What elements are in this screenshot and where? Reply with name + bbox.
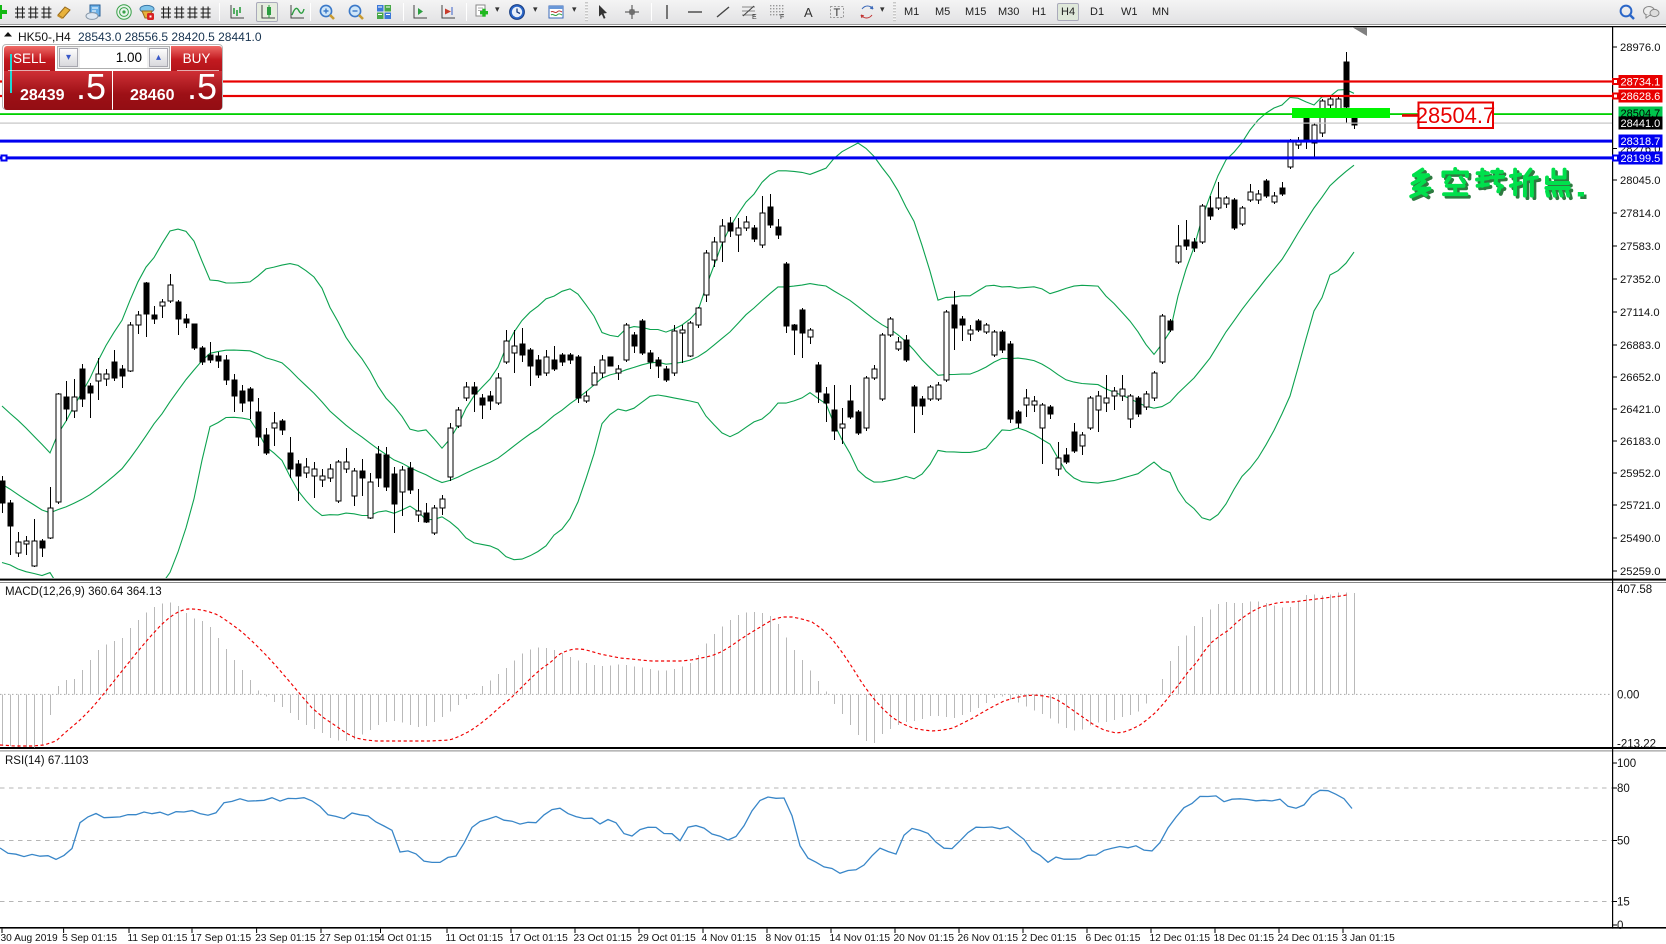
svg-text:17 Sep 01:15: 17 Sep 01:15 [191,933,252,944]
svg-text:28543.0 28556.5 28420.5 28441.: 28543.0 28556.5 28420.5 28441.0 [78,30,262,44]
svg-text:26 Nov 01:15: 26 Nov 01:15 [958,933,1019,944]
svg-text:28734.1: 28734.1 [1621,77,1661,89]
svg-text:28628.6: 28628.6 [1621,91,1661,103]
svg-text:8 Nov 01:15: 8 Nov 01:15 [766,933,821,944]
svg-text:27352.0: 27352.0 [1620,274,1660,286]
svg-text:E: E [752,14,757,21]
svg-text:4 Nov 01:15: 4 Nov 01:15 [702,933,757,944]
svg-text:11 Sep 01:15: 11 Sep 01:15 [128,933,188,944]
svg-text:26883.0: 26883.0 [1620,340,1660,352]
svg-text:18 Dec 01:15: 18 Dec 01:15 [1214,933,1275,944]
svg-text:27114.0: 27114.0 [1620,307,1660,319]
svg-text:0: 0 [1617,920,1623,932]
svg-text:25490.0: 25490.0 [1620,533,1660,545]
svg-text:-213.22: -213.22 [1617,739,1656,751]
svg-text:28318.7: 28318.7 [1621,136,1661,148]
svg-text:6 Dec 01:15: 6 Dec 01:15 [1086,933,1141,944]
svg-text:20 Nov 01:15: 20 Nov 01:15 [894,933,955,944]
svg-text:4 Oct 01:15: 4 Oct 01:15 [379,933,432,944]
svg-text:T: T [834,7,841,19]
svg-text:26652.0: 26652.0 [1620,372,1660,384]
svg-text:25721.0: 25721.0 [1620,500,1660,512]
svg-text:23 Oct 01:15: 23 Oct 01:15 [574,933,633,944]
svg-text:2 Dec 01:15: 2 Dec 01:15 [1022,933,1077,944]
svg-text:12 Dec 01:15: 12 Dec 01:15 [1150,933,1211,944]
svg-text:F: F [780,14,784,21]
svg-text:50: 50 [1617,836,1630,848]
svg-text:HK50-,H4: HK50-,H4 [18,30,71,44]
svg-text:100: 100 [1617,758,1636,770]
svg-text:25259.0: 25259.0 [1620,566,1660,578]
svg-text:14 Nov 01:15: 14 Nov 01:15 [830,933,891,944]
svg-text:15: 15 [1617,897,1630,909]
svg-text:23 Sep 01:15: 23 Sep 01:15 [255,933,316,944]
svg-text:26421.0: 26421.0 [1620,404,1660,416]
svg-text:A: A [804,5,813,20]
svg-text:30 Aug 2019: 30 Aug 2019 [1,933,59,944]
svg-text:29 Oct 01:15: 29 Oct 01:15 [638,933,697,944]
svg-text:RSI(14) 67.1103: RSI(14) 67.1103 [5,755,89,767]
svg-text:28045.0: 28045.0 [1620,175,1660,187]
svg-text:27 Sep 01:15: 27 Sep 01:15 [320,933,381,944]
svg-text:5 Sep 01:15: 5 Sep 01:15 [62,933,117,944]
svg-text:3 Jan 01:15: 3 Jan 01:15 [1342,933,1396,944]
svg-text:26183.0: 26183.0 [1620,436,1660,448]
svg-text:17 Oct 01:15: 17 Oct 01:15 [510,933,569,944]
svg-text:0.00: 0.00 [1617,689,1639,701]
svg-text:28504.7: 28504.7 [1416,103,1496,128]
svg-text:24 Dec 01:15: 24 Dec 01:15 [1278,933,1339,944]
svg-text:28976.0: 28976.0 [1620,42,1660,54]
svg-text:27814.0: 27814.0 [1620,208,1660,220]
svg-text:11 Oct 01:15: 11 Oct 01:15 [446,933,504,944]
svg-text:MACD(12,26,9) 360.64 364.13: MACD(12,26,9) 360.64 364.13 [5,586,162,598]
svg-text:28199.5: 28199.5 [1621,153,1661,165]
svg-text:28441.0: 28441.0 [1621,118,1661,130]
svg-text:407.58: 407.58 [1617,584,1652,596]
svg-text:80: 80 [1617,783,1630,795]
svg-text:25952.0: 25952.0 [1620,468,1660,480]
svg-text:27583.0: 27583.0 [1620,241,1660,253]
